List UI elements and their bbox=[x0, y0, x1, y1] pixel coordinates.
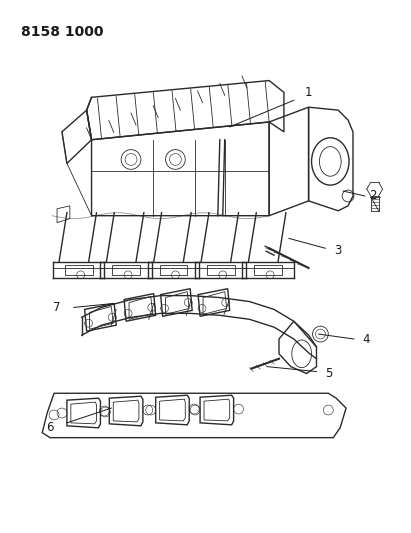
Bar bbox=[159, 265, 187, 275]
Bar bbox=[65, 265, 92, 275]
Text: 5: 5 bbox=[325, 367, 332, 380]
Text: 4: 4 bbox=[362, 333, 369, 345]
Text: 1: 1 bbox=[305, 86, 312, 99]
Bar bbox=[112, 265, 140, 275]
Text: 6: 6 bbox=[46, 421, 54, 434]
Text: 2: 2 bbox=[369, 189, 376, 203]
Text: 7: 7 bbox=[53, 301, 61, 314]
Bar bbox=[254, 265, 282, 275]
Text: 8158 1000: 8158 1000 bbox=[21, 25, 103, 39]
Text: 3: 3 bbox=[335, 244, 342, 257]
Bar bbox=[207, 265, 235, 275]
